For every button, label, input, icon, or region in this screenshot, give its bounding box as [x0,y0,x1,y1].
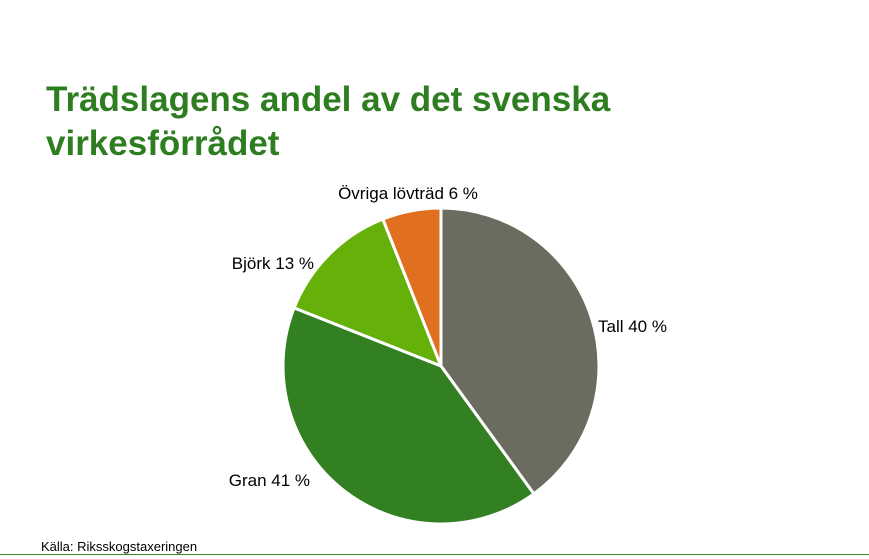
pie-slice-gran [281,306,536,526]
pie-label-björk: Björk 13 % [232,254,314,273]
pie-slice-tall [439,206,601,496]
pie-label-övriga-lövträd: Övriga lövträd 6 % [338,184,478,203]
bottom-divider [0,554,869,555]
pie-label-tall: Tall 40 % [598,317,667,336]
pie-slice-björk [292,217,443,368]
source-note: Källa: Riksskogstaxeringen [41,539,198,554]
pie-slice-övriga-lövträd [381,206,443,368]
pie-label-gran: Gran 41 % [229,471,310,490]
slide-title-line-2: virkesförrådet [46,124,280,163]
slide-title-line-1: Trädslagens andel av det svenska [46,80,611,119]
slide-title: Trädslagens andel av det svenska virkesf… [46,78,610,166]
